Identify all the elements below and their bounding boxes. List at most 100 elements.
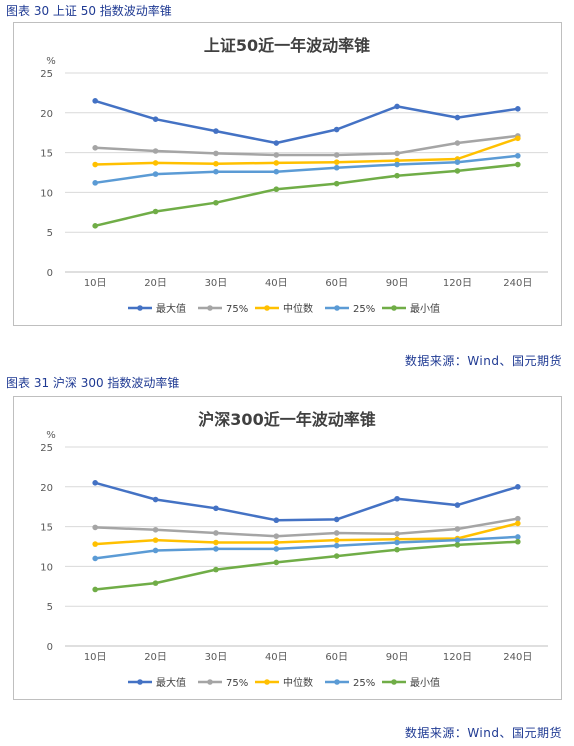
series-line-最大值 <box>94 481 519 522</box>
data-point-75pct-3 <box>273 533 280 539</box>
x-tick-label-1: 20日 <box>144 278 167 289</box>
legend-item-最小值: 最小值 <box>382 676 440 689</box>
data-point-最小值-5 <box>394 172 400 179</box>
data-point-最大值-5 <box>394 495 400 502</box>
data-point-最小值-3 <box>273 559 280 566</box>
data-point-75pct-1 <box>152 148 159 154</box>
data-point-25pct-5 <box>394 161 400 168</box>
chart-panel-2: 沪深300近一年波动率锥% 0 5 10 15 20 25 10日 20日 30日 40日 60日 90… <box>13 396 562 700</box>
legend-swatch-marker <box>391 679 397 685</box>
data-point-最小值-7 <box>515 538 521 545</box>
data-point-中位数-0 <box>92 541 98 547</box>
data-point-中位数-7 <box>515 520 521 527</box>
series-line-75pct <box>95 517 519 538</box>
data-point-最大值-4 <box>333 126 340 133</box>
data-point-最大值-7 <box>515 484 521 490</box>
legend-swatch-marker <box>137 305 143 311</box>
data-point-中位数-3 <box>273 539 280 546</box>
data-point-最小值-2 <box>213 199 219 206</box>
data-point-75pct-6 <box>454 526 461 532</box>
data-point-25pct-3 <box>273 168 280 175</box>
x-tick-label-0: 10日 <box>84 278 107 289</box>
legend-item-中位数: 中位数 <box>255 302 313 315</box>
y-tick-label-10: 10 <box>40 188 53 199</box>
data-point-最小值-0 <box>92 586 98 593</box>
data-point-最大值-0 <box>92 480 98 486</box>
data-point-中位数-3 <box>273 160 280 166</box>
x-tick-label-3: 40日 <box>265 652 288 663</box>
data-point-中位数-7 <box>515 135 521 142</box>
data-point-75pct-6 <box>454 140 461 146</box>
data-point-75pct-5 <box>394 150 400 157</box>
data-point-25pct-0 <box>92 180 98 186</box>
legend-item-75pct: 75% <box>198 304 248 315</box>
series-line-75pct <box>95 134 518 157</box>
series-line-中位数 <box>95 522 519 546</box>
data-point-最大值-2 <box>213 505 219 512</box>
data-point-最小值-4 <box>333 180 340 187</box>
data-point-最大值-3 <box>273 140 280 146</box>
data-point-最小值-5 <box>394 546 400 553</box>
x-tick-label-1: 20日 <box>144 652 167 663</box>
data-point-最小值-1 <box>152 580 159 586</box>
data-point-中位数-4 <box>333 537 340 543</box>
data-point-最小值-2 <box>213 566 219 573</box>
legend-label: 最大值 <box>156 302 186 315</box>
data-point-最大值-4 <box>333 516 340 523</box>
legend-swatch-marker <box>207 679 213 685</box>
data-point-最大值-1 <box>152 116 159 122</box>
data-point-75pct-2 <box>213 530 219 536</box>
data-point-最大值-0 <box>92 98 98 104</box>
data-point-最小值-1 <box>152 208 159 215</box>
legend-label: 25% <box>353 678 375 689</box>
y-tick-label-0: 0 <box>47 268 53 279</box>
figure-caption-2: 图表 31 沪深 300 指数波动率锥 <box>6 376 180 390</box>
legend-item-75pct: 75% <box>198 678 248 689</box>
data-point-75pct-1 <box>152 526 159 533</box>
series-line-中位数 <box>95 137 519 166</box>
data-point-25pct-6 <box>454 537 461 543</box>
data-point-25pct-1 <box>152 171 159 177</box>
data-point-最小值-6 <box>454 542 461 548</box>
data-point-中位数-2 <box>213 539 219 546</box>
x-tick-label-2: 30日 <box>205 652 228 663</box>
data-point-最大值-6 <box>454 502 461 508</box>
y-tick-label-15: 15 <box>40 149 53 160</box>
legend-swatch-marker <box>334 305 340 311</box>
data-point-最小值-0 <box>92 223 98 229</box>
data-point-25pct-7 <box>515 534 521 540</box>
data-point-75pct-5 <box>394 530 400 537</box>
x-tick-label-7: 240日 <box>503 278 532 289</box>
figure-caption-1: 图表 30 上证 50 指数波动率锥 <box>6 4 172 18</box>
legend-label: 75% <box>226 304 248 315</box>
legend-label: 中位数 <box>283 676 313 689</box>
data-point-最小值-7 <box>515 161 521 168</box>
legend-swatch-marker <box>264 305 270 311</box>
data-point-25pct-6 <box>454 159 461 165</box>
legend-item-最小值: 最小值 <box>382 302 440 315</box>
x-tick-label-4: 60日 <box>325 652 348 663</box>
legend-swatch-marker <box>264 679 270 685</box>
data-point-中位数-5 <box>394 157 400 164</box>
data-point-最小值-6 <box>454 168 461 174</box>
legend-swatch-marker <box>207 305 213 311</box>
chart-svg-1: 上证50近一年波动率锥% 0 5 10 15 20 25 10日 20日 30日 40日 60日 90日… <box>40 36 548 315</box>
chart-title: 沪深300近一年波动率锥 <box>198 410 375 429</box>
legend-item-中位数: 中位数 <box>255 676 313 689</box>
y-axis-unit: % <box>46 56 56 67</box>
x-tick-label-5: 90日 <box>386 278 409 289</box>
data-point-75pct-7 <box>515 515 521 522</box>
legend-swatch-marker <box>391 305 397 311</box>
x-tick-label-5: 90日 <box>386 652 409 663</box>
data-point-75pct-3 <box>273 152 280 158</box>
data-point-75pct-0 <box>92 145 98 151</box>
y-axis-unit: % <box>46 430 56 441</box>
x-tick-label-2: 30日 <box>205 278 228 289</box>
data-point-最大值-3 <box>273 517 280 524</box>
data-point-最大值-1 <box>152 496 159 503</box>
data-point-75pct-2 <box>213 150 219 157</box>
legend-swatch-marker <box>137 679 143 685</box>
data-point-最大值-5 <box>394 103 400 110</box>
x-tick-label-4: 60日 <box>325 278 348 289</box>
y-tick-label-25: 25 <box>40 69 53 80</box>
